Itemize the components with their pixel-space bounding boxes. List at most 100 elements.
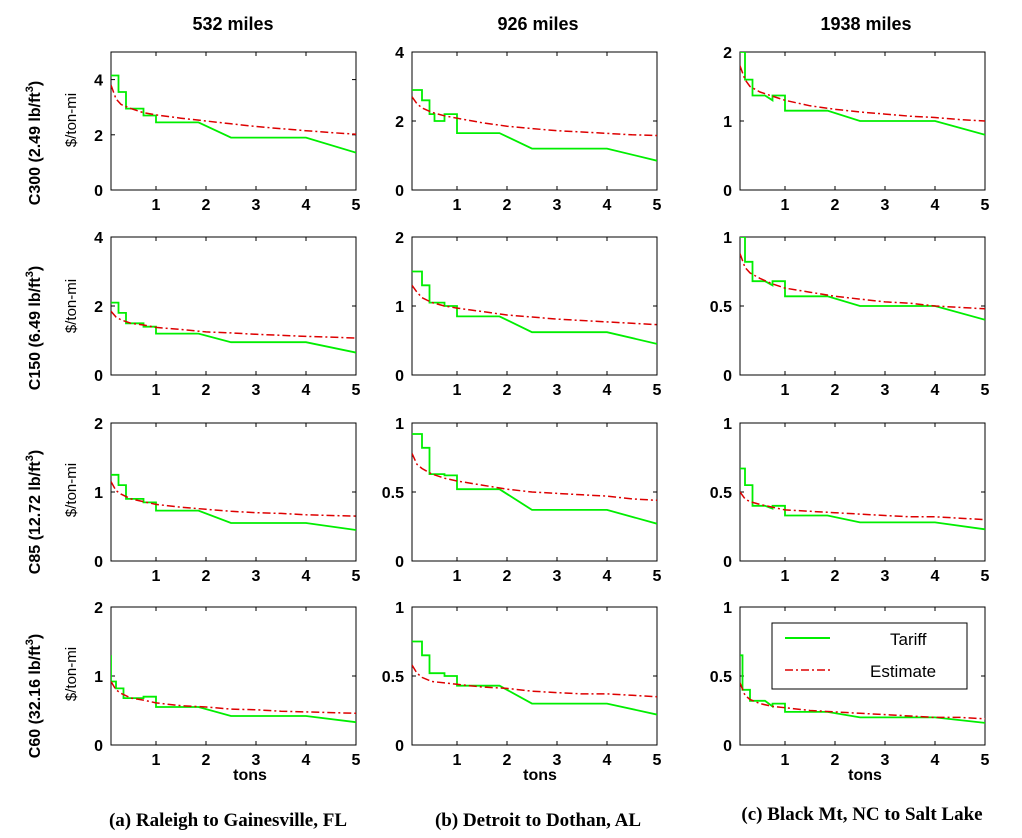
panel-r2c2-ytick-label: 0 [395, 368, 404, 385]
column-title-532: 532 miles [192, 14, 273, 34]
panel-r4c3-ytick-label: 1 [723, 600, 732, 617]
row-label-c150-close: ) [27, 266, 44, 271]
panel-r3c1-xtick-label: 2 [202, 568, 211, 585]
panel-r2c3: 1 2 3 4 5 0 0.5 1 [710, 230, 990, 399]
panel-r3c2-xtick-label: 3 [553, 568, 562, 585]
panel-r4c1-ytick-label: 0 [94, 738, 103, 755]
panel-r3c3-xtick-label: 2 [831, 568, 840, 585]
panel-r1c3-ytick-label: 1 [723, 114, 732, 131]
panel-r2c1-xtick-label: 1 [152, 382, 161, 399]
panel-r2c2-xtick-label: 1 [453, 382, 462, 399]
panel-r2c1: 1 2 3 4 5 0 2 4 [94, 230, 360, 399]
panel-r2c3-estimate-line [740, 253, 985, 310]
panel-r3c1-ytick-label: 0 [94, 554, 103, 571]
panel-r3c1-axes-box [110, 422, 357, 562]
row-label-c85: C85 (12.72 lb/ft3) [24, 450, 44, 574]
panel-r2c2-tariff-line [412, 270, 657, 345]
panel-r2c1-ytick-label: 0 [94, 368, 103, 385]
caption-b: (b) Detroit to Dothan, AL [435, 810, 641, 831]
panel-r2c1-axes-box [110, 236, 357, 376]
panel-r3c3-axes-box [739, 422, 986, 562]
panel-r1c2-xtick-label: 3 [553, 197, 562, 214]
panel-r3c3: 1 2 3 4 5 0 0.5 1 [710, 416, 990, 585]
row-label-c60-sup: 3 [24, 639, 36, 645]
panel-r3c1-xtick-label: 5 [352, 568, 361, 585]
panel-r4c1-ytick-label: 2 [94, 600, 103, 617]
panel-r4c1-xtick-label: 2 [202, 752, 211, 769]
row-label-c60-text: C60 (32.16 lb/ft [27, 645, 44, 759]
legend-estimate-label: Estimate [870, 662, 936, 681]
panel-r3c2-ytick-label: 0 [395, 554, 404, 571]
row-label-c85-sup: 3 [24, 455, 36, 461]
panel-r4c3-xtick-label: 4 [931, 752, 940, 769]
panel-r1c3-tariff-line [740, 52, 985, 136]
panel-r3c2-xtick-label: 2 [503, 568, 512, 585]
panel-r3c2-ytick-label: 0.5 [382, 485, 404, 502]
panel-r4c1-xtick-label: 5 [352, 752, 361, 769]
panel-r1c1-ytick-label: 2 [94, 128, 103, 145]
panel-r3c2: 1 2 3 4 5 0 0.5 1 [382, 416, 662, 585]
panel-grid: 1 2 3 4 5 0 2 4 1 2 3 4 5 0 2 4 1 2 3 4 5 0 1 2 1 2 3 4 5 0 2 4 1 2 3 4 5 0 1 2… [94, 45, 989, 769]
panel-r1c2-xtick-label: 5 [653, 197, 662, 214]
panel-r2c3-xtick-label: 1 [781, 382, 790, 399]
panel-r4c3-xtick-label: 1 [781, 752, 790, 769]
legend: Tariff Estimate [771, 622, 968, 690]
panel-r2c2-ytick-label: 1 [395, 299, 404, 316]
panel-r1c1-xtick-label: 1 [152, 197, 161, 214]
panel-r4c2-xtick-label: 4 [603, 752, 612, 769]
row-label-c300: C300 (2.49 lb/ft3) [24, 81, 44, 205]
caption-a: (a) Raleigh to Gainesville, FL [109, 810, 347, 831]
panel-r4c3-xtick-label: 2 [831, 752, 840, 769]
row-label-c85-close: ) [27, 450, 44, 455]
row-label-c85-text: C85 (12.72 lb/ft [27, 461, 44, 575]
panel-r4c3-ytick-label: 0 [723, 738, 732, 755]
panel-r4c1-tariff-line [111, 655, 356, 724]
xlabel-col1: tons [233, 767, 267, 784]
row-label-c150: C150 (6.49 lb/ft3) [24, 266, 44, 390]
panel-r4c3-tariff-line [740, 654, 985, 724]
panel-r4c2-ytick-label: 0.5 [382, 669, 404, 686]
panel-r1c3-ytick-label: 2 [723, 45, 732, 62]
panel-r1c1-xtick-label: 3 [252, 197, 261, 214]
panel-r2c1-xtick-label: 4 [302, 382, 311, 399]
panel-r1c1-xtick-label: 2 [202, 197, 211, 214]
panel-r3c2-xtick-label: 1 [453, 568, 462, 585]
panel-r2c1-xtick-label: 2 [202, 382, 211, 399]
panel-r1c1-estimate-line [111, 84, 356, 135]
panel-r4c1-xtick-label: 1 [152, 752, 161, 769]
panel-r2c1-ytick-label: 2 [94, 299, 103, 316]
panel-r1c2-xtick-label: 1 [453, 197, 462, 214]
column-title-1938: 1938 miles [820, 14, 911, 34]
panel-r4c1-estimate-line [111, 681, 356, 715]
panel-r3c3-ytick-label: 0.5 [710, 485, 732, 502]
panel-r1c1-xtick-label: 5 [352, 197, 361, 214]
panel-r2c2-xtick-label: 3 [553, 382, 562, 399]
panel-r3c2-tariff-line [412, 433, 657, 525]
panel-r1c2-ytick-label: 2 [395, 114, 404, 131]
panel-r1c3-ytick-label: 0 [723, 183, 732, 200]
row-label-c60: C60 (32.16 lb/ft3) [24, 634, 44, 758]
panel-r4c3-xtick-label: 3 [881, 752, 890, 769]
row-label-c60-close: ) [27, 634, 44, 639]
panel-r4c2-ytick-label: 0 [395, 738, 404, 755]
panel-r3c1-tariff-line [111, 473, 356, 531]
panel-r1c2-ytick-label: 4 [395, 45, 404, 62]
panel-r3c1: 1 2 3 4 5 0 1 2 [94, 416, 360, 585]
panel-r1c1: 1 2 3 4 5 0 2 4 [94, 51, 361, 214]
panel-r1c3-xtick-label: 2 [831, 197, 840, 214]
panel-r3c3-ytick-label: 0 [723, 554, 732, 571]
panel-r4c1-xtick-label: 3 [252, 752, 261, 769]
panel-r4c1-xtick-label: 4 [302, 752, 311, 769]
ylabel-unit-row2: $/ton-mi [63, 279, 80, 333]
legend-box [771, 622, 968, 690]
panel-r1c2-axes-box [411, 51, 658, 191]
panel-r2c2-xtick-label: 5 [653, 382, 662, 399]
panel-r2c1-tariff-line [111, 301, 356, 354]
panel-r2c3-xtick-label: 4 [931, 382, 940, 399]
panel-r3c3-xtick-label: 5 [981, 568, 990, 585]
panel-r1c1-tariff-line [111, 74, 356, 154]
panel-r2c3-ytick-label: 0 [723, 368, 732, 385]
panel-r1c3-xtick-label: 4 [931, 197, 940, 214]
row-label-c300-close: ) [27, 81, 44, 86]
